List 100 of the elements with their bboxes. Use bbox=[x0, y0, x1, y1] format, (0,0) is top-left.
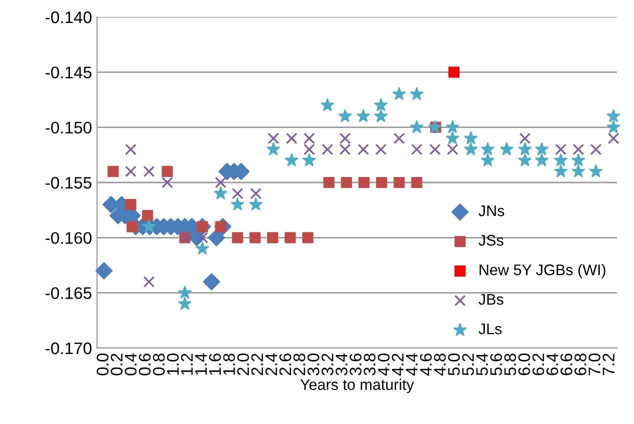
legend-label: New 5Y JGBs (WI) bbox=[480, 264, 606, 278]
point bbox=[338, 109, 352, 122]
point bbox=[518, 153, 532, 166]
point bbox=[411, 176, 422, 188]
point bbox=[250, 188, 262, 200]
point bbox=[500, 142, 514, 156]
point bbox=[125, 199, 136, 210]
x-tick-label: 4.2 bbox=[392, 354, 404, 376]
x-tick-label: 4.6 bbox=[420, 354, 432, 376]
point bbox=[143, 166, 155, 178]
x-tick-label: 4.8 bbox=[434, 354, 446, 376]
x-tick-label: 5.8 bbox=[504, 354, 516, 376]
legend-label: JBs bbox=[478, 294, 504, 305]
point bbox=[481, 142, 494, 156]
point bbox=[608, 132, 620, 144]
point bbox=[196, 242, 210, 254]
point bbox=[358, 176, 370, 188]
x-tick-label: 4.0 bbox=[378, 354, 390, 376]
point bbox=[339, 144, 351, 156]
point bbox=[268, 132, 280, 144]
x-tick-label: 6.0 bbox=[518, 354, 530, 376]
point bbox=[410, 120, 424, 134]
x-tick-label: 2.0 bbox=[237, 354, 250, 376]
point bbox=[214, 176, 226, 188]
point bbox=[535, 142, 548, 156]
point bbox=[266, 142, 280, 156]
x-tick-label: 3.2 bbox=[322, 354, 334, 376]
point bbox=[555, 144, 566, 156]
y-tick-label: -0.145 bbox=[46, 66, 92, 78]
point bbox=[286, 132, 298, 144]
point bbox=[162, 166, 173, 178]
x-tick-label: 1.4 bbox=[195, 353, 207, 375]
point bbox=[446, 120, 460, 134]
point bbox=[214, 186, 228, 200]
legend-label: JSs bbox=[478, 234, 504, 246]
point bbox=[304, 132, 315, 144]
y-tick-label: -0.160 bbox=[46, 232, 92, 244]
point bbox=[125, 166, 136, 178]
x-tick-label: 6.6 bbox=[560, 354, 572, 376]
y-tick-label: -0.165 bbox=[46, 287, 92, 300]
x-tick-label: 5.0 bbox=[448, 354, 460, 376]
x-tick-label: 1.0 bbox=[166, 354, 179, 375]
point bbox=[392, 87, 406, 100]
point bbox=[606, 120, 620, 134]
x-tick-label: 5.2 bbox=[462, 354, 474, 376]
point bbox=[589, 164, 603, 178]
point bbox=[446, 131, 460, 144]
x-tick-label: 1.2 bbox=[181, 354, 193, 375]
x-tick-label: 0.6 bbox=[138, 354, 151, 376]
x-axis-title: Years to maturity bbox=[300, 378, 414, 394]
point bbox=[481, 153, 494, 166]
point bbox=[95, 262, 113, 280]
point bbox=[178, 286, 192, 299]
x-tick-label: 4.4 bbox=[406, 353, 418, 376]
legend-label: JNs bbox=[478, 206, 504, 216]
y-tick-label: -0.155 bbox=[46, 176, 92, 189]
point bbox=[358, 144, 370, 156]
point bbox=[464, 142, 478, 156]
point bbox=[572, 144, 584, 156]
x-tick-label: 0.8 bbox=[152, 354, 165, 376]
point bbox=[178, 296, 192, 310]
point bbox=[230, 198, 244, 210]
point bbox=[142, 220, 156, 232]
point bbox=[411, 144, 422, 156]
x-tick-label: 1.6 bbox=[209, 354, 221, 375]
x-tick-label: 0.2 bbox=[110, 354, 123, 376]
x-tick-label: 2.8 bbox=[293, 354, 306, 376]
point bbox=[322, 144, 334, 156]
x-tick-label: 6.2 bbox=[532, 354, 544, 376]
point bbox=[302, 232, 314, 244]
point bbox=[374, 98, 388, 112]
point bbox=[249, 198, 262, 210]
y-tick-label: -0.140 bbox=[46, 11, 92, 24]
point bbox=[162, 176, 173, 188]
x-tick-label: 3.0 bbox=[308, 354, 320, 376]
point bbox=[302, 153, 316, 166]
point bbox=[535, 153, 548, 166]
y-tick-label: -0.150 bbox=[46, 122, 92, 134]
point bbox=[519, 132, 531, 144]
point bbox=[250, 232, 261, 244]
y-tick-label: -0.170 bbox=[46, 342, 92, 354]
point bbox=[232, 188, 244, 200]
point bbox=[125, 144, 136, 156]
point bbox=[142, 210, 154, 222]
x-tick-label: 3.4 bbox=[336, 353, 348, 376]
point bbox=[323, 176, 334, 188]
legend-label: JLs bbox=[478, 324, 502, 334]
point bbox=[554, 164, 568, 178]
point bbox=[590, 144, 602, 156]
point bbox=[267, 232, 278, 244]
point bbox=[429, 144, 441, 156]
point bbox=[464, 131, 478, 144]
x-tick-label: 1.8 bbox=[223, 354, 235, 375]
x-tick-label: 6.4 bbox=[546, 353, 558, 376]
point bbox=[518, 142, 532, 156]
x-tick-label: 6.8 bbox=[574, 354, 586, 376]
point bbox=[108, 166, 119, 178]
point bbox=[284, 232, 296, 244]
x-tick-label: 0.4 bbox=[124, 353, 137, 376]
point bbox=[232, 232, 244, 244]
